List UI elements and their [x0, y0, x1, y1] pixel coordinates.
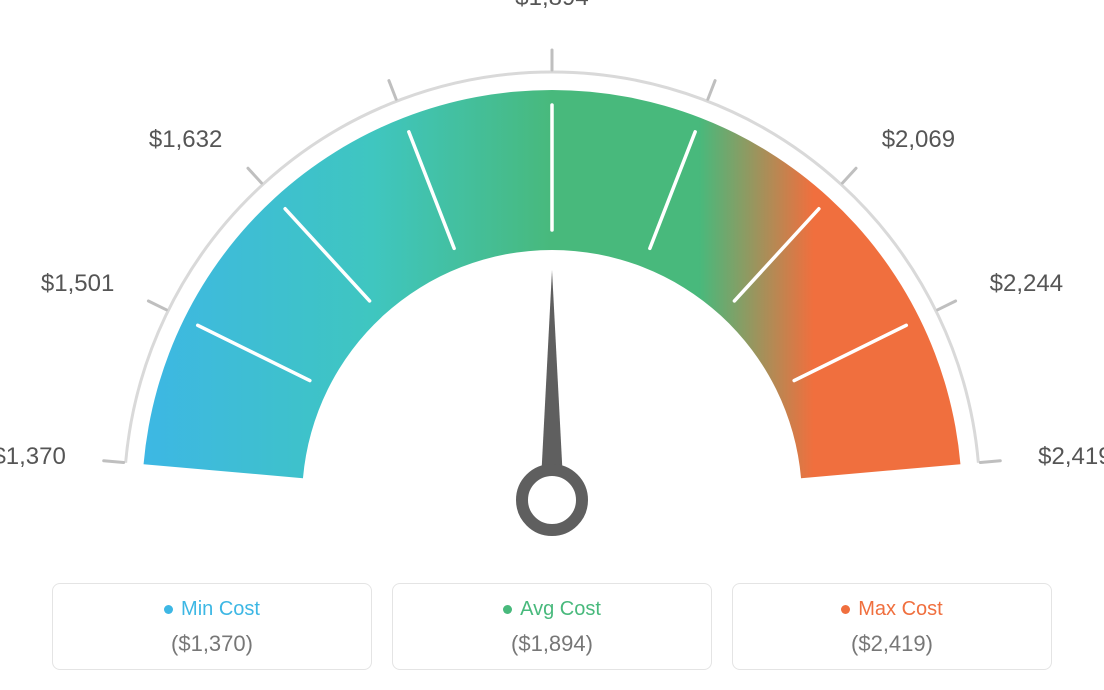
legend-avg-title: Avg Cost [503, 598, 601, 621]
gauge-tick-label: $1,894 [515, 0, 588, 12]
gauge-tick-label: $1,632 [149, 126, 222, 154]
legend-card-max: Max Cost ($2,419) [732, 583, 1052, 670]
gauge-tick-label: $1,501 [41, 270, 114, 298]
legend-row: Min Cost ($1,370) Avg Cost ($1,894) Max … [0, 583, 1104, 670]
gauge-chart: $1,370 $1,501 $1,632 $1,894 $2,069 $2,244 $2,4… [0, 0, 1104, 560]
legend-min-title: Min Cost [164, 598, 260, 621]
gauge-tick-label: $1,370 [0, 443, 66, 471]
gauge-tick-label: $2,419 [1038, 443, 1104, 471]
legend-max-value: ($2,419) [743, 631, 1041, 657]
legend-min-value: ($1,370) [63, 631, 361, 657]
legend-max-title: Max Cost [841, 598, 942, 621]
legend-avg-value: ($1,894) [403, 631, 701, 657]
legend-card-avg: Avg Cost ($1,894) [392, 583, 712, 670]
gauge-tick-label: $2,244 [990, 270, 1063, 298]
legend-card-min: Min Cost ($1,370) [52, 583, 372, 670]
gauge-tick-label: $2,069 [882, 126, 955, 154]
gauge-svg [72, 30, 1032, 570]
